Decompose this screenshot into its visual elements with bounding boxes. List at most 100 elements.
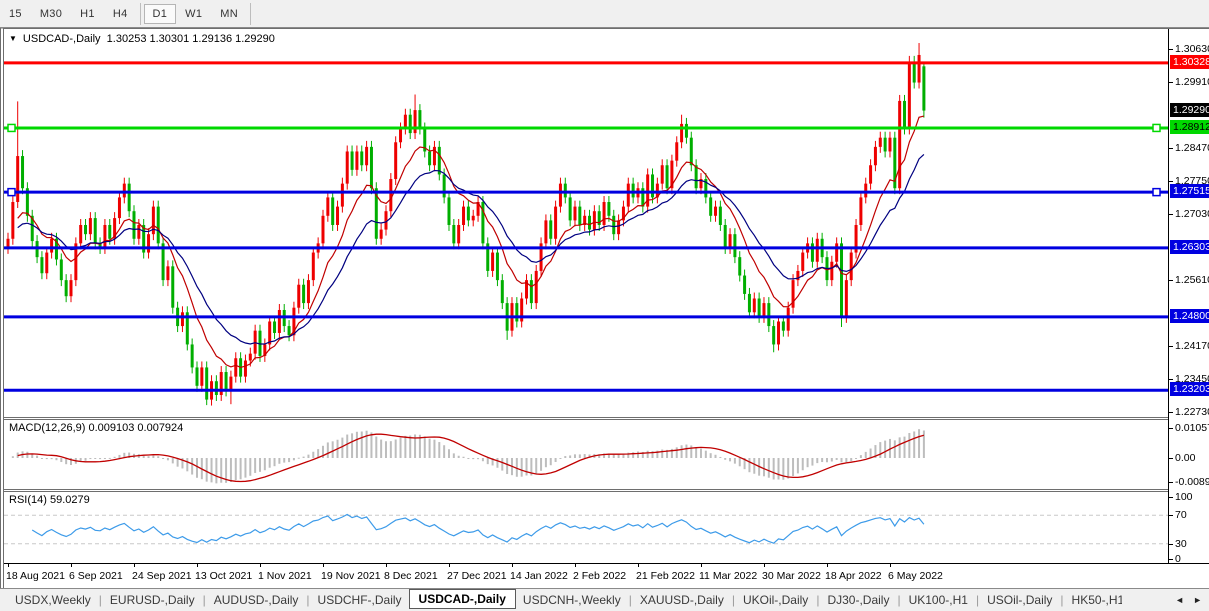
tab-hk50-h1[interactable]: HK50-,H1 — [1071, 593, 1122, 607]
timeframe-button-m30[interactable]: M30 — [39, 7, 63, 20]
axis-tick — [1169, 458, 1173, 459]
tab-usdx-weekly[interactable]: USDX,Weekly — [15, 593, 91, 607]
axis-tick — [1169, 279, 1173, 281]
chart-ohlc-values: 1.30253 1.30301 1.29136 1.29290 — [106, 33, 275, 45]
macd-indicator-label: MACD(12,26,9) 0.009103 0.007924 — [9, 422, 184, 434]
tab-usoil-daily[interactable]: USOil-,Daily — [987, 593, 1053, 607]
date-label: 21 Feb 2022 — [636, 570, 695, 582]
main-price-chart-canvas[interactable] — [4, 30, 1168, 417]
tab-separator: | — [306, 593, 310, 607]
axis-tick — [1169, 482, 1173, 483]
date-tick — [8, 564, 9, 567]
axis-tick — [1169, 497, 1173, 498]
tab-separator: | — [975, 593, 980, 607]
axis-tick — [1169, 515, 1173, 516]
date-label: 18 Aug 2021 — [6, 570, 65, 582]
price-level-badge: 1.27515 — [1170, 184, 1209, 199]
axis-tick — [1169, 49, 1173, 50]
date-label: 8 Dec 2021 — [384, 570, 438, 582]
price-level-badge: 1.24800 — [1170, 308, 1209, 323]
price-level-badge: 1.26303 — [1170, 239, 1209, 254]
timeframe-button-h1[interactable]: H1 — [80, 7, 95, 20]
price-level-badge: 1.28912 — [1170, 119, 1209, 134]
tab-separator: | — [731, 593, 735, 607]
date-tick — [134, 564, 135, 567]
price-level-badge: 1.30328 — [1170, 54, 1209, 69]
axis-tick — [1169, 544, 1173, 545]
pane-splitter-rsi[interactable] — [4, 489, 1209, 492]
date-tick — [323, 564, 324, 567]
date-label: 14 Jan 2022 — [510, 570, 568, 582]
timeframe-toolbar: 15 M30 H1 H4 D1 W1 MN — [0, 0, 1209, 28]
rsi-indicator-label: RSI(14) 59.0279 — [9, 494, 90, 506]
timeframe-button-d1[interactable]: D1 — [143, 3, 177, 24]
date-axis[interactable]: 18 Aug 2021 6 Sep 2021 24 Sep 2021 13 Oct 2… — [4, 564, 1209, 588]
axis-tick — [1169, 181, 1173, 183]
date-axis-line — [4, 563, 1209, 564]
date-label: 13 Oct 2021 — [195, 570, 253, 582]
price-tick-label: 1.25610 — [1175, 273, 1209, 286]
tab-usdcnh-weekly[interactable]: USDCNH-,Weekly — [522, 593, 621, 607]
rsi-indicator-canvas[interactable] — [4, 492, 1168, 563]
tab-separator: | — [1060, 593, 1064, 607]
price-tick-label: 1.23450 — [1175, 372, 1209, 385]
chart-title: ▼ USDCAD-,Daily 1.30253 1.30301 1.29136 1… — [9, 33, 275, 45]
macd-indicator-canvas[interactable] — [4, 420, 1168, 489]
date-tick — [638, 564, 639, 567]
symbol-tab-bar: USDX,Weekly | EURUSD-,Daily | AUDUSD-,Daily |… — [0, 588, 1209, 611]
date-tick — [197, 564, 198, 567]
price-tick-label: 1.29910 — [1175, 76, 1209, 89]
date-tick — [827, 564, 828, 567]
date-tick — [71, 564, 72, 567]
chevron-down-icon[interactable]: ▼ — [9, 34, 17, 43]
tab-eurusd-daily[interactable]: EURUSD-,Daily — [109, 593, 195, 607]
tab-separator: | — [628, 593, 632, 607]
timeframe-button-w1[interactable]: W1 — [185, 7, 203, 20]
date-label: 24 Sep 2021 — [132, 570, 192, 582]
rsi-axis-label: 30 — [1175, 538, 1187, 550]
chart-symbol-period: USDCAD-,Daily — [22, 33, 101, 45]
date-tick — [890, 564, 891, 567]
date-tick — [449, 564, 450, 567]
pane-splitter-macd[interactable] — [4, 417, 1209, 420]
date-tick — [260, 564, 261, 567]
timeframe-button-h4[interactable]: H4 — [112, 7, 128, 20]
timeframe-button-m15[interactable]: 15 — [9, 7, 22, 20]
tab-usdchf-daily[interactable]: USDCHF-,Daily — [317, 593, 402, 607]
date-label: 2 Feb 2022 — [573, 570, 627, 582]
tab-audusd-daily[interactable]: AUDUSD-,Daily — [213, 593, 299, 607]
date-label: 6 Sep 2021 — [69, 570, 123, 582]
timeframe-button-mn[interactable]: MN — [220, 7, 238, 20]
axis-tick — [1169, 214, 1173, 216]
price-tick-label: 1.27030 — [1175, 208, 1209, 221]
tab-scroll-right-icon[interactable]: ► — [1193, 595, 1202, 605]
date-tick — [701, 564, 702, 567]
chart-window: ▼ USDCAD-,Daily 1.30253 1.30301 1.29136 1… — [0, 28, 1209, 588]
tab-usdcad-daily[interactable]: USDCAD-,Daily — [408, 589, 516, 609]
tab-scroll-left-icon[interactable]: ◄ — [1175, 595, 1185, 605]
macd-axis-label: 0.010578 — [1175, 422, 1209, 434]
date-label: 30 Mar 2022 — [762, 570, 821, 582]
tab-dj30-daily[interactable]: DJ30-,Daily — [827, 593, 890, 607]
date-tick — [386, 564, 387, 567]
date-label: 1 Nov 2021 — [258, 570, 312, 582]
tab-separator: | — [202, 593, 206, 607]
toolbar-separator — [250, 2, 251, 25]
axis-tick — [1169, 378, 1173, 380]
date-tick — [575, 564, 576, 567]
tab-ukoil-daily[interactable]: UKOil-,Daily — [742, 593, 809, 607]
price-tick-label: 1.22730 — [1175, 406, 1209, 418]
tab-uk100-h1[interactable]: UK100-,H1 — [908, 593, 968, 607]
price-tick-label: 1.28470 — [1175, 142, 1209, 155]
date-label: 11 Mar 2022 — [699, 570, 758, 582]
axis-tick — [1169, 345, 1173, 347]
date-label: 27 Dec 2021 — [447, 570, 507, 582]
price-axis[interactable]: 1.306301.299101.284701.277501.270301.256… — [1168, 29, 1209, 565]
price-level-badge: 1.23203 — [1170, 382, 1209, 397]
tab-xauusd-daily[interactable]: XAUUSD-,Daily — [639, 593, 724, 607]
date-label: 6 May 2022 — [888, 570, 943, 582]
date-label: 19 Nov 2021 — [321, 570, 381, 582]
price-tick-label: 1.30630 — [1175, 43, 1209, 55]
price-level-badge: 1.29290 — [1170, 102, 1209, 117]
